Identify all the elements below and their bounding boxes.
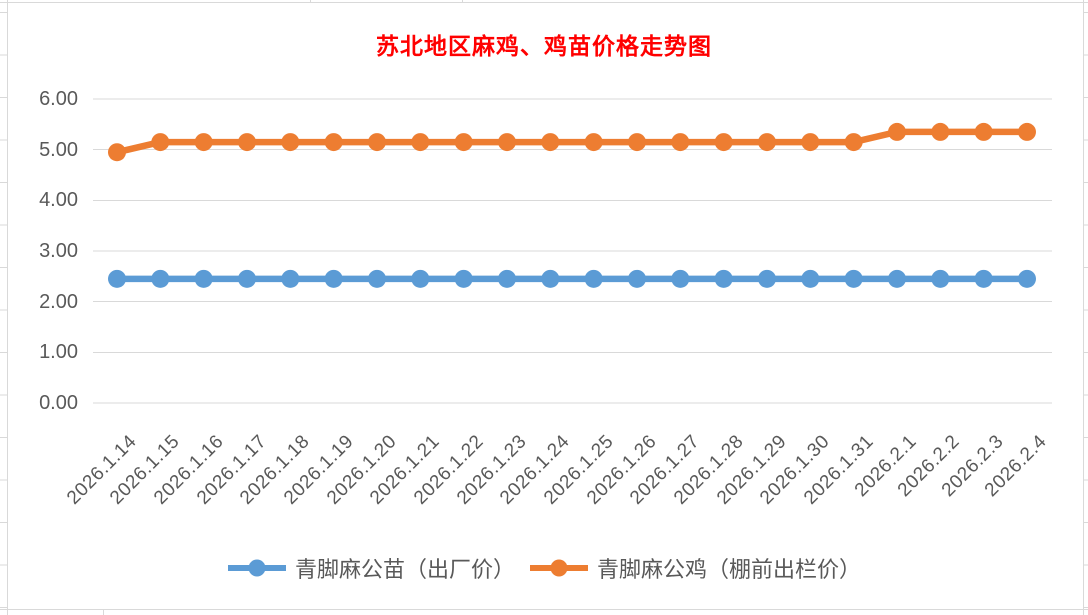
data-point-marker <box>498 269 516 288</box>
legend-label: 青脚麻公苗（出厂价） <box>294 557 515 582</box>
data-point-marker <box>714 269 733 288</box>
data-point-marker <box>194 269 213 288</box>
data-point-marker <box>931 122 950 141</box>
data-point-marker <box>454 133 473 152</box>
y-tick-label: 6.00 <box>39 88 78 110</box>
data-point-marker <box>931 269 950 288</box>
sheet-row-stubs-right <box>1084 0 1088 615</box>
legend-label: 青脚麻公鸡（棚前出栏价） <box>597 557 862 582</box>
y-tick-label: 1.00 <box>39 341 78 364</box>
data-point-marker <box>411 133 430 152</box>
y-tick-label: 4.00 <box>39 189 78 212</box>
data-point-marker <box>1018 122 1036 141</box>
data-point-marker <box>368 269 386 288</box>
data-point-marker <box>411 269 430 288</box>
data-point-marker <box>281 133 300 152</box>
data-point-marker <box>584 133 603 152</box>
data-point-marker <box>844 269 863 288</box>
data-point-marker <box>281 269 300 288</box>
data-point-marker <box>974 122 993 141</box>
legend-item-series-1[interactable]: 青脚麻公鸡（棚前出栏价） <box>529 552 861 584</box>
data-point-marker <box>324 269 343 288</box>
data-point-marker <box>108 143 126 162</box>
sheet-column-tick <box>462 0 463 3</box>
data-point-marker <box>974 269 993 288</box>
data-point-marker <box>238 133 256 152</box>
data-point-marker <box>888 122 906 141</box>
data-point-marker <box>671 133 690 152</box>
data-point-marker <box>844 133 863 152</box>
data-point-marker <box>368 133 386 152</box>
data-point-marker <box>238 269 256 288</box>
data-point-marker <box>628 133 646 152</box>
y-tick-label: 2.00 <box>39 290 78 313</box>
legend-item-series-0[interactable]: 青脚麻公苗（出厂价） <box>227 552 515 584</box>
sheet-row-line-bottom <box>0 609 1088 610</box>
data-point-marker <box>454 269 473 288</box>
data-point-marker <box>714 133 733 152</box>
series-line-1 <box>116 128 1027 156</box>
data-point-marker <box>758 269 776 288</box>
y-tick-label: 0.00 <box>39 392 78 414</box>
data-point-marker <box>801 133 820 152</box>
data-point-marker <box>758 133 776 152</box>
data-point-marker <box>1018 269 1036 288</box>
y-tick-label: 3.00 <box>39 240 78 262</box>
data-point-marker <box>628 269 646 288</box>
data-point-marker <box>541 269 560 288</box>
chart-title: 苏北地区麻鸡、鸡苗价格走势图 <box>376 34 712 59</box>
y-tick-label: 5.00 <box>39 138 78 161</box>
legend-swatch-line-marker <box>530 559 588 577</box>
sheet-column-line-left <box>7 0 8 615</box>
data-point-marker <box>888 269 906 288</box>
data-point-marker <box>194 133 213 152</box>
data-point-marker <box>108 269 126 288</box>
data-point-marker <box>498 133 516 152</box>
sheet-row-line-top <box>0 2 1088 3</box>
data-point-marker <box>324 133 343 152</box>
sheet-column-tick <box>103 609 104 615</box>
sheet-row-stubs-left <box>0 0 7 615</box>
sheet-column-line-right <box>1083 0 1084 615</box>
data-point-marker <box>151 133 170 152</box>
data-point-marker <box>584 269 603 288</box>
data-point-marker <box>801 269 820 288</box>
data-point-marker <box>541 133 560 152</box>
legend: 青脚麻公苗（出厂价） 青脚麻公鸡（棚前出栏价） <box>0 551 1088 585</box>
legend-swatch-line-marker <box>227 559 286 577</box>
sheet-column-tick <box>310 0 311 3</box>
data-point-marker <box>671 269 690 288</box>
data-point-marker <box>151 269 170 288</box>
